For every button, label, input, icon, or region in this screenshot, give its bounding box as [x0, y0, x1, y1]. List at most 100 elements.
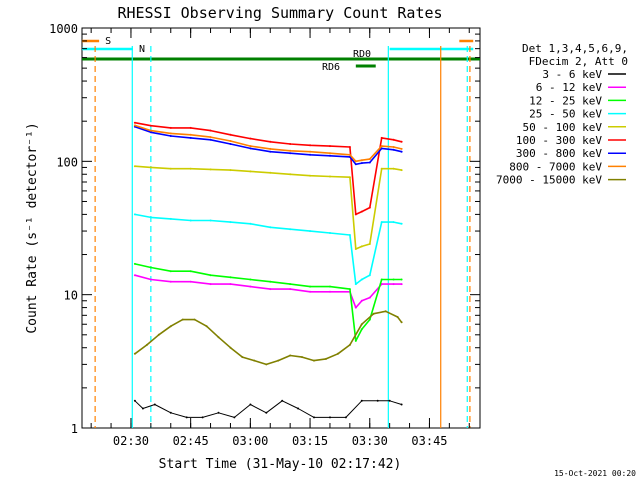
series-point-800-7000-kev: [392, 146, 395, 148]
series-point-800-7000-kev: [289, 149, 292, 152]
series-point-100-300-kev: [329, 145, 331, 148]
series-point-7000-15000-kev: [169, 325, 172, 328]
series-point-800-7000-kev: [309, 150, 312, 153]
series-line-25-50-kev: [134, 213, 402, 285]
series-layer: [133, 121, 403, 419]
series-point-800-7000-kev: [249, 145, 252, 148]
series-point-6-12-kev: [368, 296, 371, 299]
series-point-25-50-kev: [380, 221, 383, 224]
series-point-800-7000-kev: [354, 160, 357, 163]
series-point-50-100-kev: [329, 175, 331, 178]
series-line-12-25-kev: [134, 263, 402, 342]
legend-header: FDecim 2, Att 0: [529, 55, 628, 68]
series-point-6-12-kev: [209, 283, 212, 286]
series-point-300-800-kev: [269, 150, 272, 153]
series-point-12-25-kev: [368, 318, 371, 321]
legend: Det 1,3,4,5,6,9,FDecim 2, Att 03 - 6 keV…: [496, 42, 628, 187]
series-point-12-25-kev: [149, 266, 152, 269]
series-point-25-50-kev: [133, 213, 136, 216]
series-point-25-50-kev: [269, 226, 272, 229]
series-point-12-25-kev: [348, 288, 351, 291]
series-point-50-100-kev: [368, 243, 371, 245]
series-point-300-800-kev: [380, 147, 383, 150]
series-point-100-300-kev: [189, 126, 192, 129]
series-point-300-800-kev: [329, 154, 331, 157]
x-tick-label: 02:30: [113, 434, 149, 448]
flag-n-label: N: [139, 44, 145, 55]
legend-entry-label: 800 - 7000 keV: [509, 160, 602, 173]
series-point-100-300-kev: [209, 129, 212, 132]
series-point-12-25-kev: [360, 328, 363, 331]
series-point-12-25-kev: [209, 274, 212, 277]
series-point-12-25-kev: [189, 270, 192, 273]
series-point-7000-15000-kev: [241, 356, 244, 359]
series-point-12-25-kev: [133, 262, 136, 265]
series-point-50-100-kev: [229, 169, 232, 172]
series-point-100-300-kev: [309, 144, 312, 147]
series-point-7000-15000-kev: [181, 318, 184, 321]
series-point-25-50-kev: [309, 230, 312, 233]
series-point-25-50-kev: [149, 216, 152, 219]
series-point-3-6-kev: [141, 407, 144, 410]
series-point-100-300-kev: [149, 124, 152, 127]
series-point-6-12-kev: [360, 299, 363, 302]
series-point-50-100-kev: [189, 167, 192, 170]
series-point-25-50-kev: [368, 274, 371, 277]
series-point-100-300-kev: [289, 143, 292, 145]
series-point-300-800-kev: [229, 143, 232, 145]
y-tick-label: 1000: [49, 22, 78, 36]
x-tick-label: 03:30: [352, 434, 388, 448]
x-tick-label: 03:00: [232, 434, 268, 448]
series-point-3-6-kev: [233, 416, 236, 419]
series-point-800-7000-kev: [348, 153, 351, 156]
series-point-300-800-kev: [368, 161, 371, 164]
series-point-50-100-kev: [354, 248, 357, 250]
flag-rd6-label: RD6: [322, 62, 340, 73]
series-point-7000-15000-kev: [205, 325, 208, 328]
legend-entry-label: 50 - 100 keV: [523, 121, 603, 134]
series-point-6-12-kev: [249, 285, 252, 288]
series-point-800-7000-kev: [209, 136, 212, 139]
series-point-50-100-kev: [169, 167, 172, 170]
series-point-100-300-kev: [269, 140, 272, 143]
series-point-800-7000-kev: [149, 129, 152, 132]
series-point-7000-15000-kev: [325, 357, 327, 360]
series-point-6-12-kev: [229, 283, 232, 286]
flags-layer: S N RD0 RD6: [82, 36, 480, 73]
series-point-25-50-kev: [360, 278, 363, 281]
x-tick-label: 03:15: [292, 434, 328, 448]
series-point-3-6-kev: [376, 399, 379, 402]
series-line-50-100-kev: [134, 165, 402, 250]
series-point-12-25-kev: [354, 339, 357, 342]
series-point-6-12-kev: [189, 280, 192, 283]
series-point-7000-15000-kev: [217, 336, 220, 339]
series-point-300-800-kev: [360, 162, 363, 165]
series-point-800-7000-kev: [269, 147, 272, 150]
series-point-100-300-kev: [392, 138, 395, 141]
series-point-12-25-kev: [380, 278, 383, 281]
vertical-markers-layer: [94, 46, 471, 428]
series-point-100-300-kev: [133, 121, 136, 124]
series-point-50-100-kev: [360, 245, 363, 248]
series-point-6-12-kev: [149, 278, 152, 281]
series-point-12-25-kev: [400, 278, 403, 281]
series-point-100-300-kev: [380, 136, 383, 139]
y-axis-label: Count Rate (s⁻¹ detector⁻¹): [25, 122, 40, 333]
series-point-800-7000-kev: [380, 145, 383, 148]
x-axis-label: Start Time (31-May-10 02:17:42): [159, 457, 402, 472]
series-point-12-25-kev: [329, 285, 331, 288]
series-point-7000-15000-kev: [265, 363, 268, 366]
legend-entry-label: 6 - 12 keV: [536, 81, 603, 94]
series-point-100-300-kev: [354, 213, 357, 216]
series-point-50-100-kev: [149, 166, 152, 169]
series-point-3-6-kev: [201, 416, 204, 419]
series-point-7000-15000-kev: [396, 316, 399, 318]
series-point-300-800-kev: [309, 153, 312, 156]
series-point-6-12-kev: [269, 288, 272, 291]
series-point-25-50-kev: [400, 222, 403, 225]
series-point-3-6-kev: [169, 411, 172, 414]
series-point-6-12-kev: [400, 283, 403, 286]
series-point-300-800-kev: [249, 147, 252, 150]
series-point-7000-15000-kev: [289, 354, 292, 357]
